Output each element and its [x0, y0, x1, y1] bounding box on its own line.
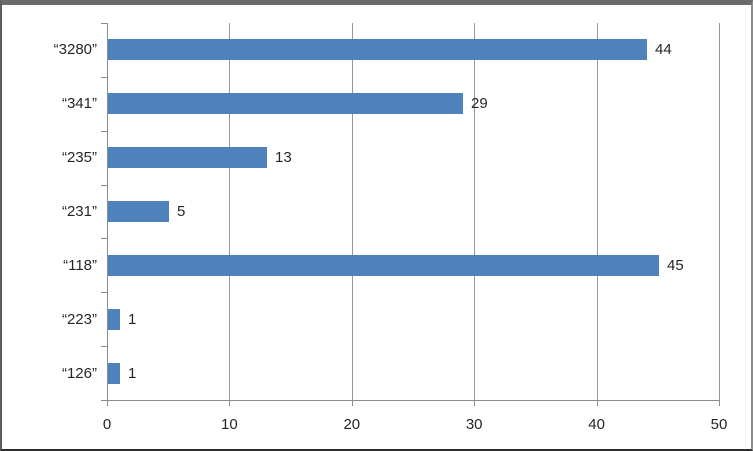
category-axis-tick	[101, 77, 107, 78]
value-axis-tick	[596, 400, 598, 406]
x-tick-label: 40	[588, 416, 605, 433]
bar-value-label: 5	[177, 203, 186, 220]
bar	[108, 363, 120, 384]
gridline	[719, 23, 720, 400]
gridline	[596, 23, 598, 400]
bar-value-label: 1	[128, 311, 137, 328]
bar-value-label: 29	[471, 95, 488, 112]
bar	[108, 255, 659, 276]
category-axis-line	[107, 23, 108, 400]
category-label: “118”	[63, 256, 97, 274]
x-tick-label: 50	[710, 416, 728, 433]
category-label: “341”	[61, 95, 97, 113]
category-axis-tick	[101, 238, 107, 239]
category-axis-tick	[101, 185, 107, 186]
bar	[108, 147, 267, 168]
bar	[108, 93, 463, 114]
gridline	[351, 23, 353, 400]
category-axis-tick	[101, 346, 107, 347]
x-tick-label: 10	[221, 416, 238, 433]
value-axis-tick	[719, 400, 720, 406]
category-label: “3280”	[53, 41, 97, 59]
bar	[108, 309, 120, 330]
category-label: “223”	[61, 310, 97, 328]
value-axis-tick	[474, 400, 476, 406]
value-axis-tick	[351, 400, 353, 406]
bar	[108, 39, 647, 60]
bar-value-label: 44	[655, 41, 672, 58]
bar-value-label: 1	[128, 365, 137, 382]
category-label: “235”	[61, 149, 97, 167]
gridline	[229, 23, 231, 400]
plot-area: 44 29 13 5 45 1 1	[101, 23, 720, 406]
gridline	[474, 23, 476, 400]
x-tick-label: 20	[343, 416, 361, 433]
x-tick-label: 0	[102, 416, 112, 433]
category-axis-tick	[101, 23, 107, 24]
bar-value-label: 13	[275, 149, 292, 166]
category-axis-tick	[101, 292, 107, 293]
value-axis-tick	[107, 400, 108, 406]
bar-value-label: 45	[667, 257, 684, 274]
x-tick-label: 30	[465, 416, 483, 433]
category-axis-tick	[101, 400, 107, 401]
value-axis-line	[107, 400, 719, 401]
category-axis-tick	[101, 131, 107, 132]
category-label: “231”	[61, 202, 97, 220]
category-label: “126”	[61, 364, 97, 382]
value-axis-tick	[229, 400, 231, 406]
bar	[108, 201, 169, 222]
